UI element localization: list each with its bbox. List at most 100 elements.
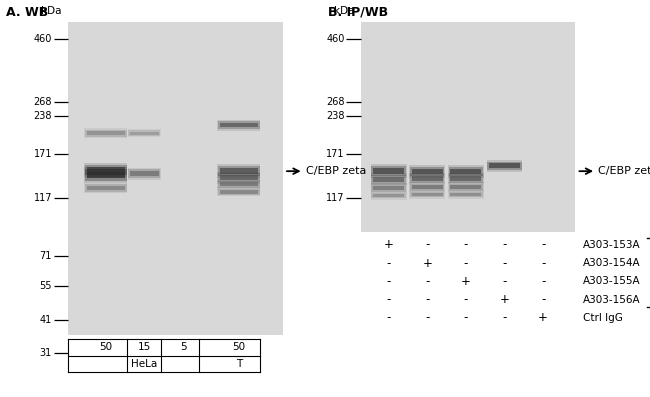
Bar: [218, 121, 259, 129]
Text: -: -: [425, 239, 430, 251]
Bar: [370, 192, 407, 200]
Bar: [127, 129, 161, 137]
Text: 171: 171: [326, 149, 344, 160]
Text: -: -: [387, 257, 391, 270]
Text: T: T: [236, 359, 242, 369]
Bar: [373, 194, 404, 197]
Bar: [373, 177, 404, 182]
Bar: [372, 175, 406, 183]
Bar: [218, 189, 259, 195]
Text: B. IP/WB: B. IP/WB: [328, 6, 389, 19]
Text: -: -: [463, 239, 468, 251]
Bar: [372, 185, 406, 192]
Text: kDa: kDa: [41, 6, 62, 16]
Text: 460: 460: [326, 35, 344, 44]
Bar: [217, 164, 261, 178]
Text: 15: 15: [138, 342, 151, 353]
Text: -: -: [387, 275, 391, 288]
Text: -: -: [463, 312, 468, 324]
Bar: [373, 168, 404, 174]
Bar: [84, 128, 127, 138]
Bar: [448, 191, 484, 198]
Bar: [218, 166, 259, 176]
Bar: [410, 165, 445, 177]
Bar: [220, 123, 257, 127]
Text: -: -: [541, 293, 545, 306]
Bar: [85, 170, 127, 181]
Text: 50: 50: [99, 342, 112, 353]
Bar: [370, 173, 407, 185]
Bar: [87, 131, 125, 135]
Text: 460: 460: [34, 35, 52, 44]
Bar: [489, 164, 520, 168]
Bar: [488, 162, 521, 170]
Text: kDa: kDa: [333, 6, 354, 16]
Bar: [84, 163, 127, 177]
Bar: [87, 172, 125, 178]
Text: 41: 41: [40, 315, 52, 325]
Text: -: -: [463, 293, 468, 306]
Text: +: +: [500, 293, 510, 306]
Text: A303-156A: A303-156A: [583, 295, 641, 305]
Text: C/EBP zeta: C/EBP zeta: [598, 166, 650, 176]
Bar: [85, 130, 127, 137]
Text: 71: 71: [40, 251, 52, 262]
Bar: [84, 183, 127, 193]
Bar: [410, 183, 445, 191]
Bar: [448, 166, 483, 176]
Text: -: -: [425, 293, 430, 306]
Text: A303-155A: A303-155A: [583, 276, 641, 287]
Text: -: -: [502, 257, 506, 270]
Text: 171: 171: [34, 149, 52, 160]
Bar: [372, 166, 406, 176]
Bar: [220, 168, 257, 174]
Text: HeLa: HeLa: [131, 359, 157, 369]
Bar: [127, 168, 161, 179]
Bar: [450, 193, 482, 196]
Text: -: -: [502, 312, 506, 324]
Text: 5: 5: [179, 342, 187, 353]
Bar: [220, 183, 257, 187]
Text: -: -: [387, 312, 391, 324]
Bar: [410, 182, 445, 192]
Text: Ctrl IgG: Ctrl IgG: [583, 313, 623, 323]
Bar: [450, 176, 482, 181]
Text: -: -: [541, 257, 545, 270]
Bar: [361, 22, 575, 232]
Text: +: +: [461, 275, 471, 288]
Bar: [448, 182, 484, 192]
Text: A. WB: A. WB: [6, 6, 49, 19]
Text: -: -: [502, 239, 506, 251]
Text: -: -: [541, 275, 545, 288]
Bar: [411, 176, 443, 181]
Text: -: -: [541, 239, 545, 251]
Text: A303-153A: A303-153A: [583, 240, 641, 250]
Bar: [486, 160, 523, 172]
Bar: [370, 164, 407, 178]
Bar: [370, 183, 407, 193]
Text: A303-154A: A303-154A: [583, 258, 641, 268]
Bar: [411, 193, 443, 196]
Bar: [217, 172, 261, 183]
Bar: [87, 186, 125, 190]
Bar: [448, 173, 484, 185]
Bar: [448, 192, 483, 197]
Bar: [411, 185, 443, 189]
Text: +: +: [538, 312, 548, 324]
Bar: [410, 173, 445, 185]
Bar: [130, 171, 159, 176]
Bar: [68, 22, 283, 335]
Bar: [85, 165, 127, 175]
Bar: [220, 175, 257, 180]
Text: 268: 268: [326, 97, 344, 107]
Text: 238: 238: [34, 111, 52, 121]
Bar: [85, 185, 127, 192]
Text: 31: 31: [40, 348, 52, 358]
Text: 238: 238: [326, 111, 344, 121]
Bar: [448, 174, 483, 183]
Text: -: -: [463, 257, 468, 270]
Bar: [128, 131, 161, 136]
Bar: [217, 119, 261, 131]
Text: 55: 55: [40, 281, 52, 291]
Bar: [218, 181, 259, 188]
